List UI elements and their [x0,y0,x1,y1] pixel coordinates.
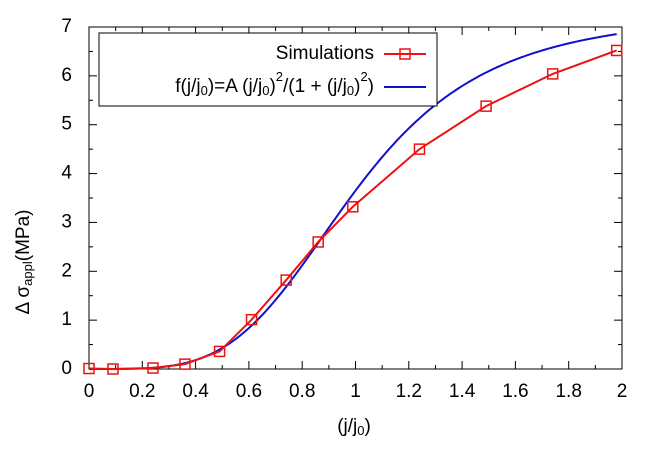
data-point-simulations [480,100,492,112]
x-tick-label: 1 [350,381,361,402]
x-axis-label: (j/j0) [337,416,371,438]
x-tick-labels: 0 0.2 0.4 0.6 0.8 1 1.2 1.4 1.6 1.8 2 [84,381,628,402]
y-axis-label: Δ σappl(MPa) [13,210,35,315]
x-tick-label: 1.8 [555,381,581,402]
data-point-simulations [413,143,426,155]
y-tick-label: 0 [61,358,72,379]
legend-marker-simulations [399,48,411,60]
data-point-simulations [347,201,359,213]
y-tick-label: 7 [61,16,72,37]
legend: Simulations f(j/j0)=A (j/j0)2/(1 + (j/j0… [98,32,438,107]
x-tick-label: 2 [617,381,628,402]
x-tick-label: 1.4 [449,381,476,402]
data-point-simulations [147,362,159,374]
data-point-simulations [83,362,95,375]
legend-label-simulations: Simulations [276,43,374,64]
data-point-simulations [179,358,191,370]
data-point-simulations [280,274,292,286]
x-tick-label: 1.2 [396,381,422,402]
data-point-simulations [107,363,119,375]
data-point-simulations [245,313,258,326]
data-point-simulations [546,68,559,80]
x-tick-label: 1.6 [502,381,528,402]
y-tick-label: 6 [61,65,72,86]
legend-box [98,32,438,107]
y-tick-label: 3 [61,211,72,232]
x-tick-label: 0.8 [289,381,315,402]
y-tick-label: 5 [61,114,72,135]
series-group [83,33,623,375]
data-point-simulations [312,236,324,248]
y-tick-label: 1 [61,309,72,330]
data-point-simulations [213,345,226,358]
data-point-simulations [610,44,623,57]
x-tick-label: 0.4 [182,381,209,402]
series-line-simulations [88,49,618,371]
x-tick-label: 0 [84,381,95,402]
x-tick-label: 0.2 [129,381,155,402]
y-tick-labels: 0 1 2 3 4 5 6 7 [61,16,72,379]
x-tick-label: 0.6 [236,381,262,402]
y-tick-label: 2 [61,260,72,281]
y-tick-label: 4 [61,163,72,184]
